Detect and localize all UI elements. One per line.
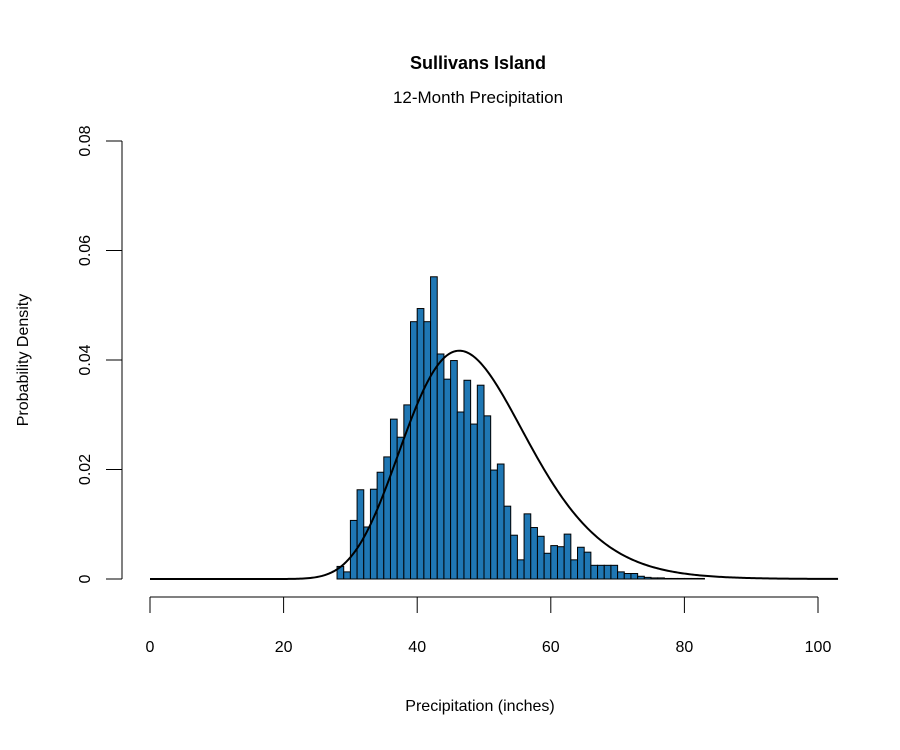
histogram-bar [423,321,432,580]
histogram-bar [396,436,405,580]
density-curve [150,349,839,580]
chart-subtitle: 12-Month Precipitation [393,88,563,107]
x-tick-label: 80 [676,639,694,656]
histogram-bar [637,575,645,580]
histogram-bar [563,533,572,580]
histogram-bar [677,577,685,580]
histogram-bar [443,378,452,580]
histogram-bar [376,471,385,580]
histogram-bar [483,415,492,580]
histogram-bar [450,360,458,580]
histogram-bar [476,384,485,580]
histogram-bar [463,379,472,580]
histogram-bar [610,564,619,580]
y-tick-label: 0.02 [77,454,94,485]
histogram-bar [436,353,445,580]
y-axis-ticks: 0 0.02 0.04 0.06 0.08 [77,125,122,583]
y-tick-label: 0.04 [77,344,94,375]
x-axis-ticks: 0 20 40 60 80 100 [146,597,832,656]
x-tick-label: 100 [805,639,832,656]
y-axis-label: Probability Density [15,294,32,427]
histogram-bar [343,571,351,580]
histogram-bar [416,308,425,580]
histogram-bar [556,546,565,580]
histogram-bar [496,463,505,580]
histogram-bar [470,423,478,580]
histogram-bar [510,534,518,580]
histogram-bar [683,577,692,580]
histogram-bar [570,559,579,580]
histogram-bar [536,535,545,580]
histogram-bar [697,577,705,580]
histogram-bar [430,276,438,580]
histogram-bar [670,577,679,580]
density-curve-layer [150,349,839,580]
histogram-bar [630,573,639,580]
histogram-bar [617,571,625,580]
x-tick-label: 0 [146,639,155,656]
histogram-bar [530,527,538,580]
histogram-bars [336,276,705,580]
histogram-bar [523,513,532,580]
x-tick-label: 20 [275,639,293,656]
histogram-bar [663,577,672,580]
histogram-bar [590,564,599,580]
x-axis-label: Precipitation (inches) [405,698,554,715]
histogram-bar [456,411,465,580]
histogram-bar [650,577,659,580]
y-tick-label: 0.06 [77,235,94,266]
histogram-bar [603,564,612,580]
histogram-bar [577,546,585,580]
histogram-bar [623,573,632,580]
histogram-bar [643,576,652,580]
histogram-bar [383,456,391,580]
y-tick-label: 0.08 [77,125,94,156]
histogram-bar [657,577,665,580]
x-tick-label: 60 [542,639,560,656]
y-tick-label: 0 [77,574,94,583]
histogram-bar [583,551,592,580]
histogram-bar [597,564,605,580]
x-tick-label: 40 [408,639,426,656]
histogram-bar [369,488,378,580]
histogram-bar [503,505,512,580]
histogram-bar [690,577,699,580]
histogram-bar [543,552,552,580]
histogram-bar [550,545,558,580]
histogram-bar [389,418,398,580]
histogram-bar [490,469,498,580]
histogram-bar [516,559,525,580]
chart-title: Sullivans Island [410,53,546,73]
histogram-bar [410,321,418,580]
histogram-bar [356,489,365,580]
